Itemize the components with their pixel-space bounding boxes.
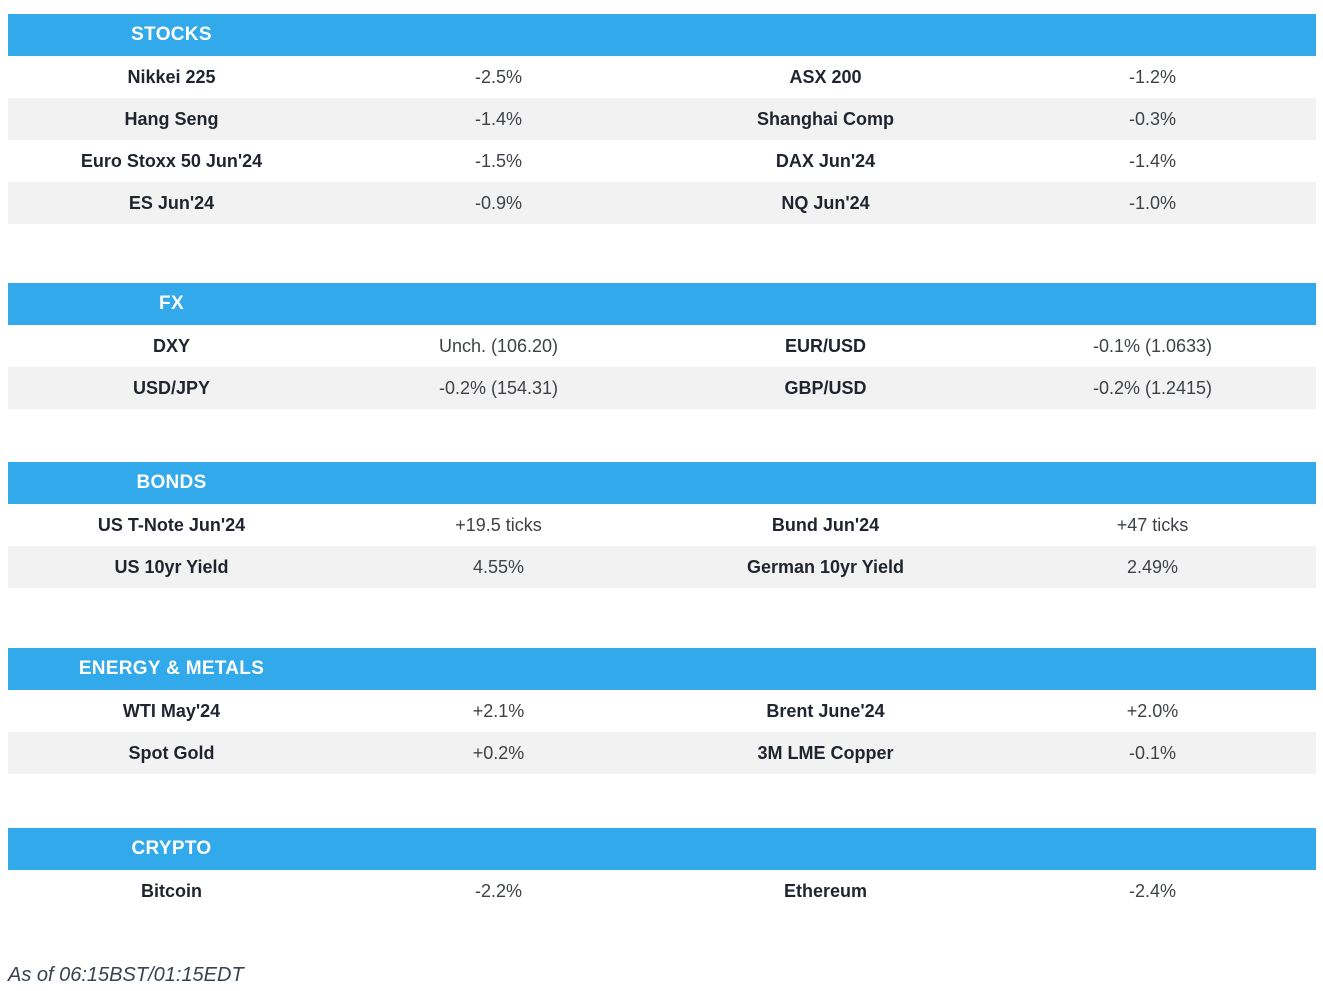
section-crypto: CRYPTO Bitcoin -2.2% Ethereum -2.4% (8, 828, 1316, 912)
change-value: -2.5% (474, 67, 523, 87)
section-energy-metals: ENERGY & METALS WTI May'24 +2.1% Brent J… (8, 648, 1316, 774)
change-value: -0.2% (154.31) (438, 378, 559, 398)
section-fx: FX DXY Unch. (106.20) EUR/USD -0.1% (1.0… (8, 283, 1316, 409)
change-value: +2.1% (472, 701, 525, 721)
change-value: +19.5 ticks (455, 515, 542, 535)
table-row: DXY Unch. (106.20) EUR/USD -0.1% (1.0633… (8, 325, 1316, 367)
instrument-label: EUR/USD (784, 336, 866, 356)
instrument-label: DAX Jun'24 (775, 151, 876, 171)
instrument-label: Bund Jun'24 (771, 515, 880, 535)
section-title-bonds: BONDS (136, 472, 207, 493)
instrument-label: US 10yr Yield (114, 557, 229, 577)
stocks-header-bar: STOCKS (8, 14, 1316, 56)
change-value: -0.2% (1.2415) (1092, 378, 1213, 398)
instrument-label: Shanghai Comp (756, 109, 894, 129)
instrument-label: 3M LME Copper (757, 743, 894, 763)
change-value: -1.2% (1128, 67, 1177, 87)
change-value: -2.4% (1128, 881, 1177, 901)
table-row: ES Jun'24 -0.9% NQ Jun'24 -1.0% (8, 182, 1316, 224)
section-title-energy-metals: ENERGY & METALS (78, 658, 265, 679)
change-value: -1.4% (474, 109, 523, 129)
instrument-label: ASX 200 (789, 67, 862, 87)
instrument-label: ES Jun'24 (128, 193, 215, 213)
table-row: Hang Seng -1.4% Shanghai Comp -0.3% (8, 98, 1316, 140)
change-value: Unch. (106.20) (438, 336, 559, 356)
instrument-label: German 10yr Yield (746, 557, 905, 577)
section-title-fx: FX (159, 293, 184, 314)
section-title-stocks: STOCKS (131, 24, 212, 45)
change-value: 4.55% (472, 557, 525, 577)
table-row: Spot Gold +0.2% 3M LME Copper -0.1% (8, 732, 1316, 774)
change-value: +2.0% (1126, 701, 1179, 721)
change-value: -1.0% (1128, 193, 1177, 213)
instrument-label: Ethereum (783, 881, 868, 901)
change-value: -0.3% (1128, 109, 1177, 129)
crypto-header-bar: CRYPTO (8, 828, 1316, 870)
instrument-label: US T-Note Jun'24 (97, 515, 246, 535)
change-value: -0.9% (474, 193, 523, 213)
table-row: USD/JPY -0.2% (154.31) GBP/USD -0.2% (1.… (8, 367, 1316, 409)
instrument-label: DXY (152, 336, 190, 356)
energy-metals-header-bar: ENERGY & METALS (8, 648, 1316, 690)
instrument-label: USD/JPY (132, 378, 211, 398)
table-row: WTI May'24 +2.1% Brent June'24 +2.0% (8, 690, 1316, 732)
instrument-label: Spot Gold (128, 743, 215, 763)
instrument-label: Euro Stoxx 50 Jun'24 (80, 151, 263, 171)
as-of-timestamp: As of 06:15BST/01:15EDT (8, 964, 244, 986)
instrument-label: Bitcoin (141, 881, 202, 901)
instrument-label: GBP/USD (784, 378, 867, 398)
change-value: -0.1% (1.0633) (1092, 336, 1213, 356)
change-value: +47 ticks (1116, 515, 1189, 535)
table-row: Bitcoin -2.2% Ethereum -2.4% (8, 870, 1316, 912)
table-row: US 10yr Yield 4.55% German 10yr Yield 2.… (8, 546, 1316, 588)
fx-header-bar: FX (8, 283, 1316, 325)
change-value: -1.4% (1128, 151, 1177, 171)
change-value: -1.5% (474, 151, 523, 171)
change-value: 2.49% (1126, 557, 1179, 577)
instrument-label: Hang Seng (124, 109, 219, 129)
section-title-crypto: CRYPTO (131, 838, 212, 859)
table-row: Euro Stoxx 50 Jun'24 -1.5% DAX Jun'24 -1… (8, 140, 1316, 182)
table-row: US T-Note Jun'24 +19.5 ticks Bund Jun'24… (8, 504, 1316, 546)
section-bonds: BONDS US T-Note Jun'24 +19.5 ticks Bund … (8, 462, 1316, 588)
instrument-label: NQ Jun'24 (781, 193, 870, 213)
section-stocks: STOCKS Nikkei 225 -2.5% ASX 200 -1.2% Ha… (8, 14, 1316, 224)
bonds-header-bar: BONDS (8, 462, 1316, 504)
instrument-label: Brent June'24 (766, 701, 885, 721)
instrument-label: Nikkei 225 (127, 67, 216, 87)
table-row: Nikkei 225 -2.5% ASX 200 -1.2% (8, 56, 1316, 98)
instrument-label: WTI May'24 (122, 701, 221, 721)
change-value: +0.2% (472, 743, 525, 763)
change-value: -2.2% (474, 881, 523, 901)
change-value: -0.1% (1128, 743, 1177, 763)
